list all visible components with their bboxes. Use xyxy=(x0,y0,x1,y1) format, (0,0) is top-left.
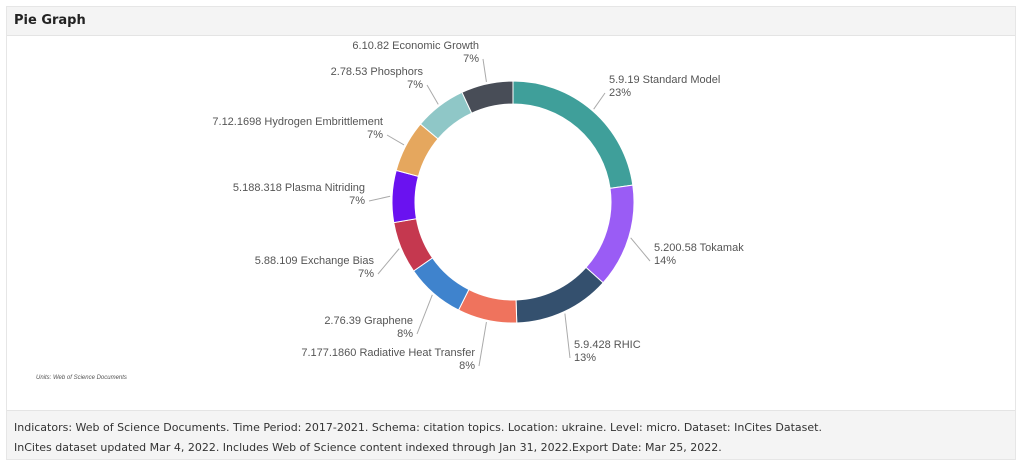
pie-graph-panel: Pie Graph 5.9.19 Standard Model 23% 5.200.… xyxy=(6,6,1016,460)
slice-connector-line xyxy=(593,92,606,110)
slice-label: 6.10.82 Economic Growth xyxy=(352,40,479,52)
slice-label: 7.177.1860 Radiative Heat Transfer xyxy=(301,347,475,359)
slice-connector-line xyxy=(377,248,400,275)
panel-title: Pie Graph xyxy=(14,13,86,28)
footer-dataset-line: InCites dataset updated Mar 4, 2022. Inc… xyxy=(14,441,722,454)
footer-indicators-line: Indicators: Web of Science Documents. Ti… xyxy=(14,421,822,434)
slice-label: 5.200.58 Tokamak xyxy=(654,242,744,254)
slice-percent-label: 7% xyxy=(463,53,479,65)
slice-connector-line xyxy=(368,195,391,202)
slice-label: 7.12.1698 Hydrogen Embrittlement xyxy=(212,116,383,128)
donut-slice[interactable] xyxy=(585,184,635,284)
slice-label: 5.88.109 Exchange Bias xyxy=(255,255,375,267)
slice-label: 2.78.53 Phosphors xyxy=(331,66,424,78)
slice-percent-label: 7% xyxy=(407,79,423,91)
slice-label: 2.76.39 Graphene xyxy=(324,315,413,327)
donut-slice[interactable] xyxy=(457,288,518,324)
slice-label: 5.9.428 RHIC xyxy=(574,339,641,351)
footer: Indicators: Web of Science Documents. Ti… xyxy=(7,410,1015,459)
donut-slice[interactable] xyxy=(461,80,514,114)
slice-label: 5.9.19 Standard Model xyxy=(609,74,720,86)
slice-connector-line xyxy=(630,237,651,262)
slice-connector-line xyxy=(416,294,433,335)
slice-connector-line xyxy=(478,322,487,367)
slice-percent-label: 8% xyxy=(397,328,413,340)
slice-percent-label: 23% xyxy=(609,87,631,99)
slice-label: 5.188.318 Plasma Nitriding xyxy=(233,182,365,194)
slice-connector-line xyxy=(426,84,439,105)
slice-percent-label: 13% xyxy=(574,352,596,364)
chart-area: 5.9.19 Standard Model 23% 5.200.58 Tokamak… xyxy=(7,7,1017,415)
slice-percent-label: 7% xyxy=(358,268,374,280)
slice-percent-label: 14% xyxy=(654,255,676,267)
donut-slice[interactable] xyxy=(515,266,604,324)
slice-connector-line xyxy=(386,134,405,146)
slice-connector-line xyxy=(482,58,487,82)
slice-percent-label: 7% xyxy=(349,195,365,207)
slice-connector-line xyxy=(564,313,571,359)
units-note: Units: Web of Science Documents xyxy=(36,375,127,381)
slice-percent-label: 7% xyxy=(367,129,383,141)
slice-percent-label: 8% xyxy=(459,360,475,372)
panel-header: Pie Graph xyxy=(7,7,1015,36)
donut-slice[interactable] xyxy=(391,169,420,224)
